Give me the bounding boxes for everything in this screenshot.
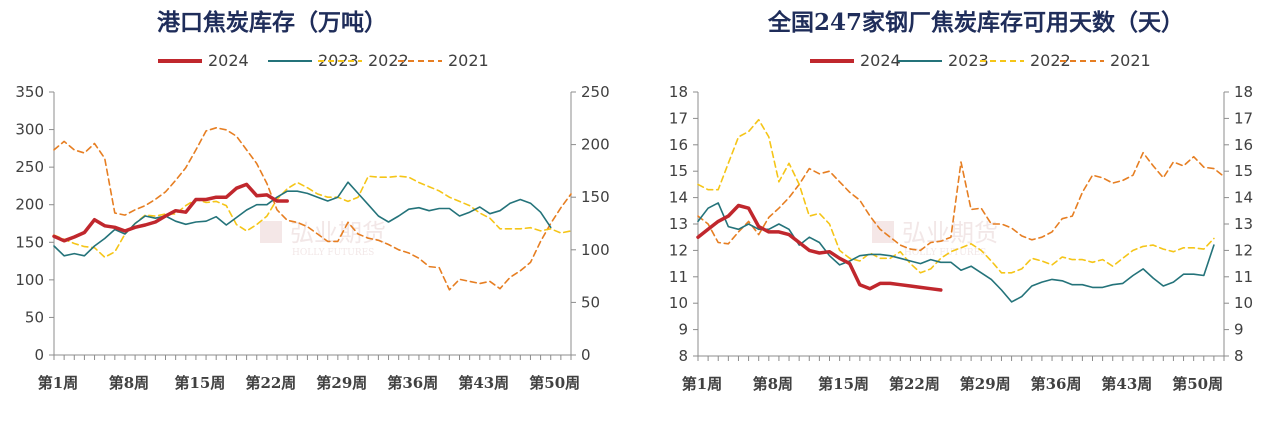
y-left-tick-label: 300: [15, 121, 44, 139]
legend-item-2022: 2022: [318, 51, 409, 70]
legend-label-2022: 2022: [1030, 51, 1071, 70]
y-left-tick-label: 200: [15, 196, 44, 214]
legend-item-2024: 2024: [810, 51, 901, 70]
y-right-tick-label: 18: [1234, 83, 1253, 101]
x-tick-label: 第15周: [818, 375, 869, 393]
y-right-tick-label: 13: [1234, 215, 1253, 233]
x-tick-label: 第22周: [889, 375, 940, 393]
chart-title: 港口焦炭库存（万吨）: [157, 9, 387, 36]
series-line-2023: [697, 202, 1215, 303]
series-line-2024: [696, 203, 943, 292]
legend-item-2022: 2022: [980, 51, 1071, 70]
legend-label-2021: 2021: [448, 51, 489, 70]
series-line-2023: [53, 181, 552, 257]
x-tick-label: 第15周: [174, 374, 225, 392]
y-left-tick-label: 18: [669, 83, 688, 101]
y-right-tick-label: 200: [581, 136, 610, 154]
legend-label-2024: 2024: [860, 51, 901, 70]
legend-item-2024: 2024: [158, 51, 249, 70]
y-left-tick-label: 50: [25, 308, 44, 326]
legend-item-2021: 2021: [398, 51, 489, 70]
legend-item-2023: 2023: [268, 51, 359, 70]
y-left-tick-label: 350: [15, 83, 44, 101]
y-left-tick-label: 9: [678, 321, 688, 339]
y-right-tick-label: 16: [1234, 136, 1253, 154]
series-line-2021: [53, 127, 572, 291]
x-tick-label: 第8周: [109, 374, 149, 392]
x-tick-label: 第43周: [458, 374, 509, 392]
y-right-tick-label: 100: [581, 241, 610, 259]
y-left-tick-label: 8: [678, 347, 688, 365]
series-line-2021: [697, 151, 1225, 252]
y-left-tick-label: 15: [669, 162, 688, 180]
y-right-tick-label: 0: [581, 346, 591, 364]
series-line-2022: [697, 118, 1215, 274]
legend-label-2024: 2024: [208, 51, 249, 70]
svg-text:弘业期货: 弘业期货: [290, 219, 386, 247]
y-left-tick-label: 0: [34, 346, 44, 364]
x-tick-label: 第50周: [1172, 375, 1223, 393]
y-left-tick-label: 14: [669, 189, 688, 207]
y-right-tick-label: 12: [1234, 241, 1253, 259]
y-left-tick-label: 250: [15, 158, 44, 176]
y-left-tick-label: 16: [669, 136, 688, 154]
y-left-tick-label: 10: [669, 294, 688, 312]
x-tick-label: 第43周: [1101, 375, 1152, 393]
legend-label-2023: 2023: [948, 51, 989, 70]
x-tick-label: 第1周: [38, 374, 78, 392]
chart-panel-port-coke-inventory: 港口焦炭库存（万吨） 2024 2023 2022 2021 弘业期货 HOLLY FUTU…: [15, 9, 610, 392]
legend-label-2021: 2021: [1110, 51, 1151, 70]
chart-steel-mill-coke-days: 全国247家钢厂焦炭库存可用天数（天） 2024 2023 2022 2021 弘业期货H…: [669, 9, 1253, 393]
x-tick-label: 第22周: [245, 374, 296, 392]
y-right-tick-label: 9: [1234, 321, 1244, 339]
svg-text:弘业期货: 弘业期货: [902, 219, 998, 247]
chart-title: 全国247家钢厂焦炭库存可用天数（天）: [767, 9, 1184, 36]
y-right-tick-label: 250: [581, 83, 610, 101]
legend-label-2022: 2022: [368, 51, 409, 70]
series-line-2024: [52, 182, 289, 243]
y-right-tick-label: 15: [1234, 162, 1253, 180]
y-right-tick-label: 17: [1234, 109, 1253, 127]
y-left-tick-label: 100: [15, 271, 44, 289]
y-right-tick-label: 10: [1234, 294, 1253, 312]
y-left-tick-label: 150: [15, 233, 44, 251]
x-tick-label: 第29周: [960, 375, 1011, 393]
y-left-tick-label: 12: [669, 241, 688, 259]
y-right-tick-label: 8: [1234, 347, 1244, 365]
x-tick-label: 第8周: [753, 375, 793, 393]
chart-panel-steel-mill-coke-days: 全国247家钢厂焦炭库存可用天数（天） 2024 2023 2022 2021 弘业期货 H…: [642, 0, 1284, 424]
y-right-tick-label: 50: [581, 293, 600, 311]
svg-text:HOLLY FUTURES: HOLLY FUTURES: [904, 248, 986, 258]
legend-item-2023: 2023: [898, 51, 989, 70]
x-tick-label: 第36周: [387, 374, 438, 392]
x-tick-label: 第29周: [316, 374, 367, 392]
y-left-tick-label: 17: [669, 109, 688, 127]
x-tick-label: 第36周: [1031, 375, 1082, 393]
y-right-tick-label: 14: [1234, 189, 1253, 207]
y-right-tick-label: 11: [1234, 268, 1253, 286]
y-left-tick-label: 11: [669, 268, 688, 286]
svg-text:HOLLY FUTURES: HOLLY FUTURES: [292, 248, 374, 258]
x-tick-label: 第50周: [529, 374, 580, 392]
x-tick-label: 第1周: [682, 375, 722, 393]
y-left-tick-label: 13: [669, 215, 688, 233]
legend-item-2021: 2021: [1060, 51, 1151, 70]
y-right-tick-label: 150: [581, 188, 610, 206]
